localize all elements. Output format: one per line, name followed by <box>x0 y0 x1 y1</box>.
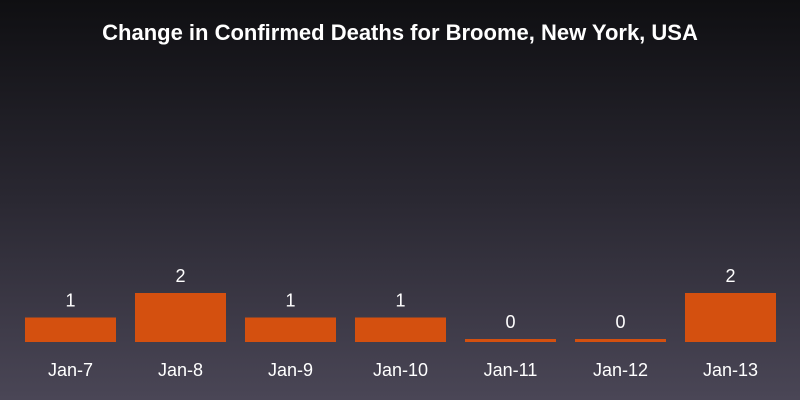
x-tick-label-jan-8: Jan-8 <box>158 360 203 380</box>
x-tick-label-jan-11: Jan-11 <box>484 360 538 380</box>
bar-jan-8 <box>135 293 226 342</box>
chart-title: Change in Confirmed Deaths for Broome, N… <box>102 20 698 45</box>
x-tick-label-jan-13: Jan-13 <box>703 360 758 380</box>
value-label-jan-10: 1 <box>395 291 405 311</box>
bar-jan-10 <box>355 317 446 342</box>
value-label-jan-8: 2 <box>175 266 185 286</box>
value-label-jan-12: 0 <box>615 312 625 332</box>
value-label-jan-11: 0 <box>505 312 515 332</box>
value-label-jan-9: 1 <box>285 291 295 311</box>
x-tick-label-jan-9: Jan-9 <box>268 360 313 380</box>
bar-jan-13 <box>685 293 776 342</box>
x-tick-label-jan-12: Jan-12 <box>593 360 648 380</box>
bars-group <box>25 293 776 342</box>
value-label-jan-7: 1 <box>65 291 75 311</box>
x-tick-label-jan-10: Jan-10 <box>373 360 428 380</box>
value-labels-group: 1 2 1 1 0 0 2 <box>65 266 735 332</box>
bar-jan-11 <box>465 339 556 342</box>
value-label-jan-13: 2 <box>725 266 735 286</box>
bar-jan-9 <box>245 317 336 342</box>
bar-jan-7 <box>25 317 116 342</box>
x-tick-labels-group: Jan-7 Jan-8 Jan-9 Jan-10 Jan-11 Jan-12 Jan-13 <box>48 360 758 380</box>
x-tick-label-jan-7: Jan-7 <box>48 360 93 380</box>
bar-jan-12 <box>575 339 666 342</box>
